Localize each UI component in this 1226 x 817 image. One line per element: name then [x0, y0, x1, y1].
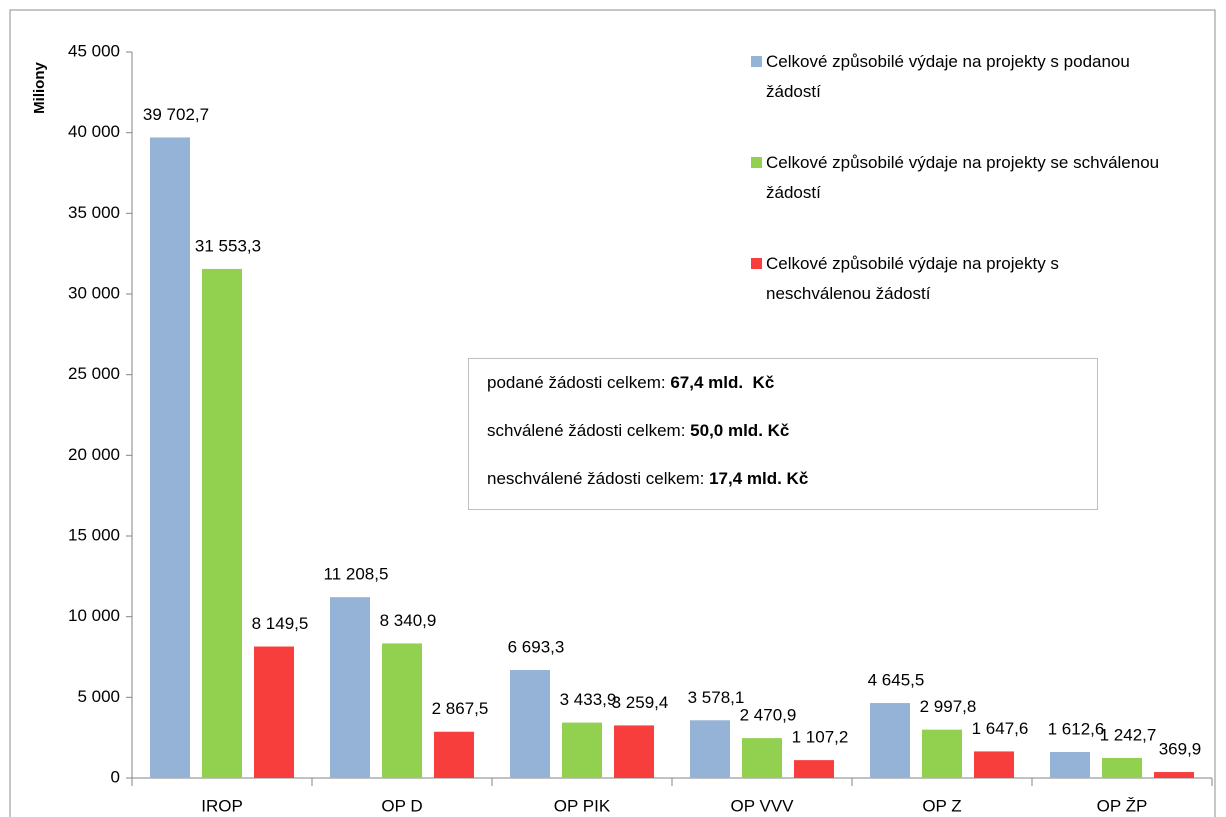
bar [254, 646, 294, 778]
y-tick-label: 5 000 [77, 687, 120, 706]
annotation-text: schválené žádosti celkem: [487, 421, 691, 440]
legend-swatch [751, 258, 762, 269]
x-tick-label: OP Z [922, 796, 961, 815]
bar [382, 643, 422, 778]
y-tick-label: 10 000 [68, 606, 120, 625]
bar [434, 731, 474, 778]
value-label: 8 149,5 [252, 614, 309, 633]
value-label: 2 470,9 [740, 706, 797, 725]
value-label: 4 645,5 [868, 671, 925, 690]
bar [922, 729, 962, 778]
value-label: 3 433,9 [560, 690, 617, 709]
value-label: 1 612,6 [1048, 719, 1105, 738]
value-label: 39 702,7 [143, 105, 209, 124]
y-tick-label: 35 000 [68, 203, 120, 222]
bar [742, 738, 782, 778]
legend-label: Celkové způsobilé výdaje na projekty s n… [766, 254, 1059, 303]
annotation-text: neschválené žádosti celkem: [487, 469, 710, 488]
bar [150, 137, 190, 778]
bar [870, 703, 910, 778]
value-label: 1 107,2 [792, 728, 849, 747]
annotation-line: schválené žádosti celkem: 50,0 mld. Kč [487, 421, 789, 441]
legend-entry: Celkové způsobilé výdaje na projekty s p… [751, 47, 1166, 107]
y-tick-label: 45 000 [68, 41, 120, 60]
y-tick-label: 20 000 [68, 445, 120, 464]
bar [330, 597, 370, 778]
x-tick-label: OP PIK [554, 796, 611, 815]
y-tick-label: 0 [111, 767, 120, 786]
annotation-text: podané žádosti celkem: [487, 373, 671, 392]
bar [562, 722, 602, 778]
legend-swatch [751, 56, 762, 67]
chart-frame [9, 9, 1216, 817]
legend-entry: Celkové způsobilé výdaje na projekty s n… [751, 249, 1166, 309]
y-tick-label: 15 000 [68, 525, 120, 544]
y-tick-label: 40 000 [68, 122, 120, 141]
y-axis-label: Miliony [31, 62, 48, 114]
bar [690, 720, 730, 778]
value-label: 1 647,6 [972, 719, 1029, 738]
value-label: 6 693,3 [508, 637, 565, 656]
bar [510, 670, 550, 778]
annotation-line: neschválené žádosti celkem: 17,4 mld. Kč [487, 469, 808, 489]
bar [1050, 751, 1090, 778]
annotation-value: 50,0 mld. Kč [690, 421, 790, 440]
legend-label: Celkové způsobilé výdaje na projekty s p… [766, 52, 1130, 101]
x-tick-label: OP VVV [731, 796, 795, 815]
annotation-value: 17,4 mld. Kč [709, 469, 809, 488]
y-tick-label: 25 000 [68, 364, 120, 383]
annotation-line: podané žádosti celkem: 67,4 mld. Kč [487, 373, 774, 393]
bar [1102, 757, 1142, 778]
annotation-box: podané žádosti celkem: 67,4 mld. Kč schvá… [468, 358, 1098, 510]
value-label: 3 259,4 [612, 693, 669, 712]
legend-label: Celkové způsobilé výdaje na projekty se … [766, 153, 1160, 202]
value-label: 3 578,1 [688, 688, 745, 707]
value-label: 2 867,5 [432, 699, 489, 718]
value-label: 8 340,9 [380, 611, 437, 630]
x-tick-label: OP D [381, 796, 422, 815]
value-label: 369,9 [1159, 740, 1202, 759]
x-tick-label: OP ŽP [1097, 796, 1148, 815]
bar [614, 725, 654, 778]
bar [794, 760, 834, 778]
value-label: 11 208,5 [324, 565, 389, 584]
legend-swatch [751, 157, 762, 168]
value-label: 1 242,7 [1100, 725, 1157, 744]
bar [1154, 772, 1194, 778]
bar [202, 268, 242, 778]
bar [974, 751, 1014, 778]
annotation-value: 67,4 mld. Kč [670, 373, 775, 392]
x-tick-label: IROP [201, 796, 243, 815]
value-label: 31 553,3 [195, 236, 261, 255]
value-label: 2 997,8 [920, 697, 977, 716]
legend-entry: Celkové způsobilé výdaje na projekty se … [751, 148, 1166, 208]
y-tick-label: 30 000 [68, 283, 120, 302]
